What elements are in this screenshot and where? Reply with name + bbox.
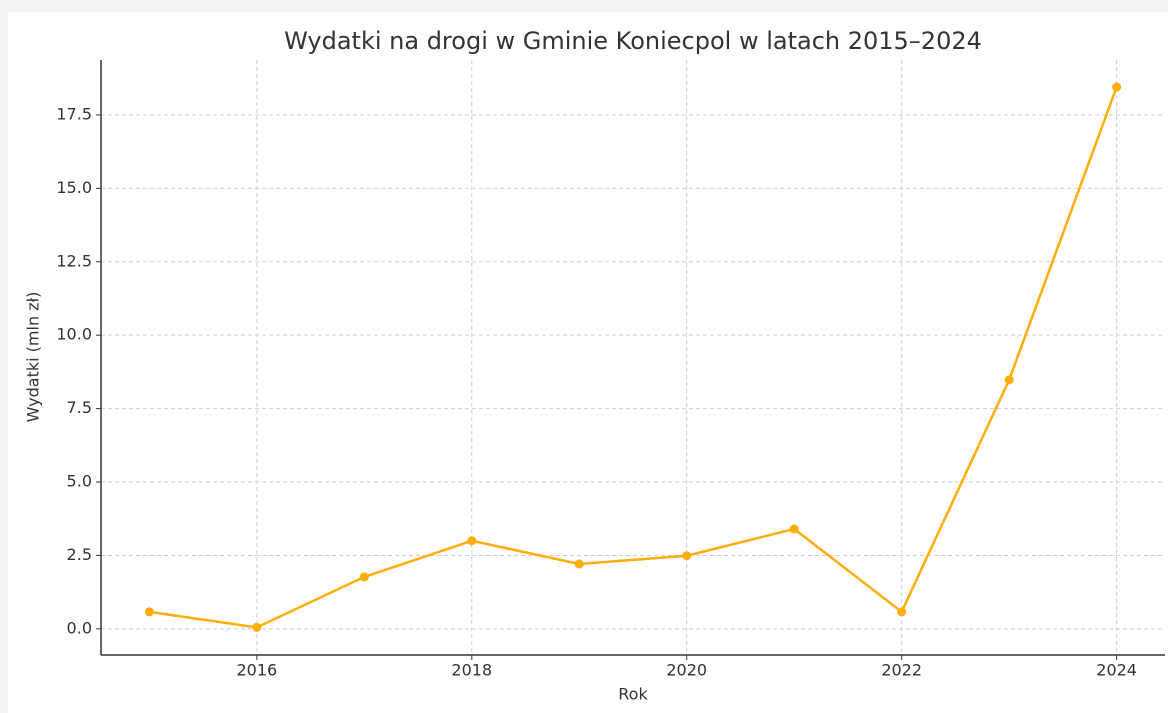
x-tick-label: 2024 xyxy=(1096,661,1137,680)
y-tick-label: 0.0 xyxy=(67,618,92,637)
chart-title: Wydatki na drogi w Gminie Koniecpol w la… xyxy=(284,27,982,55)
point xyxy=(682,551,692,561)
x-tick-label: 2022 xyxy=(881,661,922,680)
x-tick-label: 2020 xyxy=(666,661,707,680)
point xyxy=(359,572,369,582)
y-tick-label: 7.5 xyxy=(67,398,92,417)
x-axis-label: Rok xyxy=(618,685,648,704)
point xyxy=(467,536,477,546)
x-tick-label: 2016 xyxy=(236,661,277,680)
line xyxy=(149,86,1118,629)
y-tick-label: 15.0 xyxy=(56,178,92,197)
point xyxy=(897,607,907,617)
y-axis-label: Wydatki (mln zł) xyxy=(24,292,43,423)
point xyxy=(789,524,799,534)
y-tick-label: 10.0 xyxy=(56,325,92,344)
background xyxy=(8,12,1168,713)
y-tick-label: 5.0 xyxy=(67,472,92,491)
y-tick-label: 17.5 xyxy=(56,104,92,123)
y-tick-label: 12.5 xyxy=(56,251,92,270)
point xyxy=(1004,375,1014,385)
point xyxy=(144,607,154,617)
y-tick-label: 2.5 xyxy=(67,545,92,564)
x-tick-label: 2018 xyxy=(451,661,492,680)
point xyxy=(1112,82,1122,92)
point xyxy=(252,622,262,632)
point xyxy=(574,559,584,569)
